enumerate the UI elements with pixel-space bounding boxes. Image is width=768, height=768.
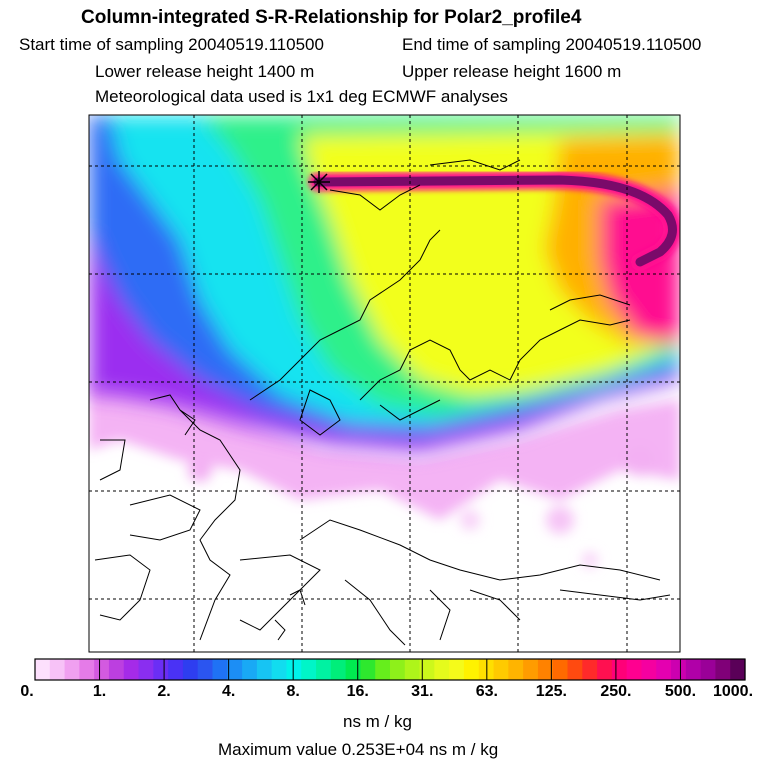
colorbar-swatch: [123, 659, 140, 680]
maximum-value-label: Maximum value 0.253E+04 ns m / kg: [218, 740, 499, 759]
colorbar-swatch: [227, 659, 243, 680]
colorbar-swatch: [79, 659, 95, 680]
colorbar-tick-label: 250.: [600, 683, 632, 700]
colorbar-swatch: [301, 659, 317, 680]
colorbar-tick-label: 1000.: [712, 683, 754, 700]
colorbar-swatch: [212, 659, 228, 680]
lower-release-height-label: Lower release height 1400 m: [95, 62, 315, 81]
colorbar: [35, 659, 746, 680]
colorbar-swatch: [641, 659, 657, 680]
colorbar-swatch: [700, 659, 717, 680]
colorbar-swatch: [286, 659, 302, 680]
colorbar-swatch: [685, 659, 702, 680]
colorbar-tick-label: 125.: [535, 683, 567, 700]
colorbar-swatch: [138, 659, 154, 680]
colorbar-swatch: [656, 659, 672, 680]
colorbar-swatch: [582, 659, 598, 680]
colorbar-swatch: [508, 659, 524, 680]
colorbar-swatch: [537, 659, 554, 680]
colorbar-swatch: [197, 659, 214, 680]
colorbar-tick-label: 1.: [92, 683, 107, 700]
colorbar-swatch: [94, 659, 110, 680]
colorbar-swatch: [404, 659, 421, 680]
colorbar-swatch: [597, 659, 613, 680]
colorbar-tick-label: 2.: [157, 683, 171, 700]
colorbar-swatch: [168, 659, 184, 680]
colorbar-swatch: [419, 659, 435, 680]
colorbar-swatch: [182, 659, 199, 680]
upper-release-height-label: Upper release height 1600 m: [402, 62, 622, 81]
colorbar-tick-label: 31.: [411, 683, 434, 700]
colorbar-tick-label: 4.: [221, 683, 236, 700]
concentration-field: [89, 115, 680, 652]
colorbar-swatch: [256, 659, 273, 680]
colorbar-swatch: [552, 659, 569, 680]
colorbar-tick-label: 63.: [475, 683, 498, 700]
colorbar-swatch: [390, 659, 406, 680]
colorbar-swatch: [715, 659, 731, 680]
colorbar-frame: [34, 658, 746, 681]
colorbar-tick-label: 500.: [664, 683, 697, 700]
colorbar-swatch: [64, 659, 80, 680]
colorbar-tick-label: 8.: [286, 683, 300, 700]
lat-lon-grid: [89, 115, 680, 652]
colorbar-swatch: [153, 659, 169, 680]
colorbar-swatch: [523, 659, 539, 680]
colorbar-tick-label: 16.: [346, 683, 369, 700]
coastlines: [94, 159, 671, 646]
colorbar-tick-label: 0.: [20, 683, 34, 700]
colorbar-swatch: [375, 659, 391, 680]
colorbar-swatch: [671, 659, 687, 680]
colorbar-swatch: [611, 659, 628, 680]
colorbar-swatch: [449, 659, 465, 680]
meteorological-data-label: Meteorological data used is 1x1 deg ECMW…: [95, 87, 508, 106]
colorbar-swatch: [316, 659, 332, 680]
colorbar-swatch: [49, 659, 66, 680]
colorbar-swatch: [730, 659, 746, 680]
colorbar-swatch: [626, 659, 643, 680]
release-point-star: [308, 171, 330, 193]
map-frame: [88, 114, 681, 653]
colorbar-swatch: [567, 659, 583, 680]
colorbar-swatch: [242, 659, 258, 680]
colorbar-swatch: [493, 659, 509, 680]
colorbar-swatch: [330, 659, 347, 680]
low-value-fringe: [89, 380, 680, 568]
colorbar-swatch: [434, 659, 450, 680]
start-time-label: Start time of sampling 20040519.110500: [19, 35, 324, 54]
colorbar-swatch: [35, 659, 51, 680]
colorbar-swatch: [271, 659, 288, 680]
map-title: Column-integrated S-R-Relationship for P…: [81, 7, 582, 28]
colorbar-swatch: [360, 659, 376, 680]
colorbar-swatch: [345, 659, 362, 680]
colorbar-swatch: [108, 659, 125, 680]
colorbar-swatch: [463, 659, 480, 680]
end-time-label: End time of sampling 20040519.110500: [402, 35, 702, 54]
colorbar-unit-label: ns m / kg: [343, 712, 412, 731]
